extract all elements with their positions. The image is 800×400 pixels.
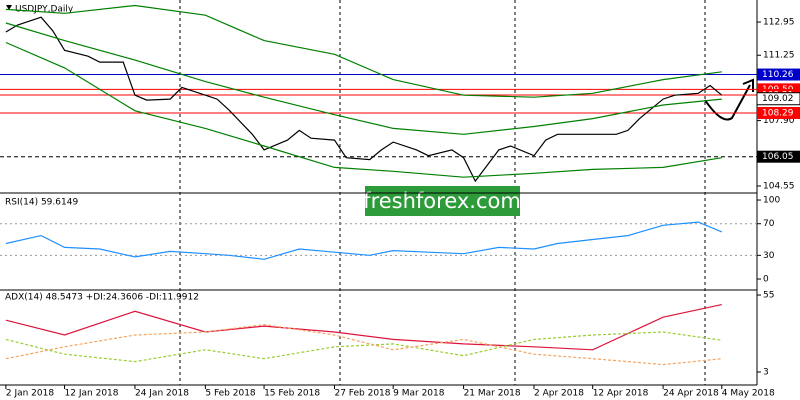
- x-tick-label: 12 Jan 2018: [65, 389, 119, 399]
- level-label: 108.29: [762, 108, 794, 118]
- adx-title: ADX(14) 48.5473 +DI:24.3606 -DI:11.9912: [5, 293, 199, 303]
- level-label-box: [757, 68, 800, 81]
- frames: [0, 0, 758, 386]
- menu-icon: [6, 5, 12, 10]
- y-tick-label: 107.90: [763, 116, 795, 126]
- price-label: 109.02: [762, 94, 794, 104]
- series-line: [5, 16, 723, 183]
- y-tick-label: 104.55: [763, 181, 795, 191]
- y-tick-label: 3: [763, 367, 769, 377]
- y-tick-label: 55: [763, 291, 774, 301]
- level-label-box: [757, 106, 800, 119]
- y-tick-label: 112.95: [763, 18, 795, 28]
- rsi-title: RSI(14) 59.6149: [5, 198, 78, 208]
- chart-title: USDJPY,Daily: [15, 5, 74, 15]
- x-tick-label: 5 Feb 2018: [205, 389, 256, 399]
- x-tick-label: 2 Jan 2018: [6, 389, 54, 399]
- y-tick-label: 30: [763, 251, 775, 261]
- series-line: [5, 221, 723, 260]
- y-tick-label: 100: [763, 196, 780, 206]
- y-tick-label: 111.25: [763, 51, 795, 61]
- level-label-box: [757, 150, 800, 163]
- series-line: [5, 323, 722, 366]
- series-line: [5, 22, 722, 135]
- x-tick-label: 9 Mar 2018: [393, 389, 445, 399]
- series-line: [5, 4, 722, 98]
- x-tick-label: 15 Feb 2018: [264, 389, 320, 399]
- x-tick-label: 24 Jan 2018: [135, 389, 189, 399]
- x-tick-label: 27 Feb 2018: [334, 389, 390, 399]
- y-tick-label: 0: [763, 275, 769, 285]
- level-label: 106.05: [762, 152, 794, 162]
- y-tick-label: 70: [763, 219, 775, 229]
- arrow-head: [742, 78, 754, 92]
- x-tick-label: 12 Apr 2018: [593, 389, 649, 399]
- series-line: [5, 331, 722, 363]
- x-tick-label: 4 May 2018: [722, 389, 775, 399]
- x-tick-label: 21 Mar 2018: [464, 389, 521, 399]
- price-label-box: [756, 92, 800, 106]
- watermark-box: [365, 186, 520, 216]
- x-tick-label: 24 Apr 2018: [663, 389, 719, 399]
- level-label: 110.26: [762, 70, 794, 80]
- series-line: [5, 41, 722, 178]
- forecast-arrow: [704, 84, 751, 121]
- x-tick-label: 2 Apr 2018: [534, 389, 584, 399]
- series-line: [5, 304, 722, 351]
